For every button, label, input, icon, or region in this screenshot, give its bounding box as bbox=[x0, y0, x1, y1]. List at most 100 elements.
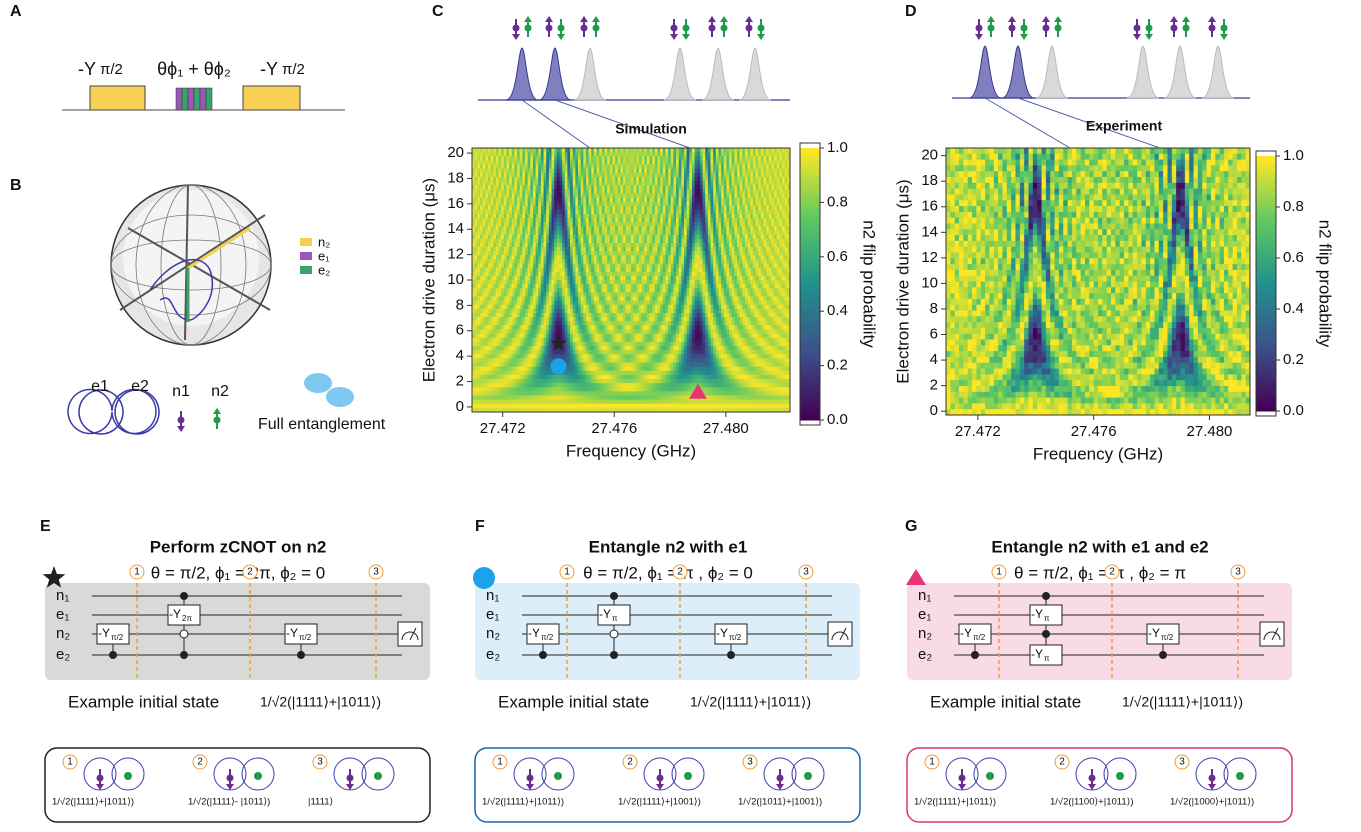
heatmap-cell bbox=[668, 173, 671, 178]
heatmap-cell bbox=[679, 255, 682, 260]
heatmap-cell bbox=[504, 177, 507, 182]
heatmap-cell bbox=[679, 280, 682, 285]
heatmap-cell bbox=[485, 152, 488, 157]
heatmap-cell bbox=[650, 259, 653, 264]
heatmap-cell bbox=[681, 284, 684, 289]
heatmap-cell bbox=[732, 210, 735, 215]
heatmap-cell bbox=[605, 284, 608, 289]
heatmap-cell bbox=[514, 272, 517, 277]
heatmap-cell bbox=[705, 305, 708, 310]
heatmap-cell bbox=[636, 255, 639, 260]
heatmap-cell bbox=[756, 152, 759, 157]
heatmap-cell bbox=[644, 268, 647, 273]
heatmap-cell bbox=[605, 169, 608, 174]
heatmap-cell bbox=[748, 181, 751, 186]
heatmap-cell bbox=[573, 193, 576, 198]
heatmap-cell bbox=[737, 173, 740, 178]
heatmap-cell bbox=[528, 235, 531, 240]
heatmap-cell bbox=[679, 214, 682, 219]
heatmap-cell bbox=[745, 214, 748, 219]
heatmap-cell bbox=[750, 231, 753, 236]
heatmap-cell bbox=[734, 148, 737, 153]
heatmap-cell bbox=[726, 152, 729, 157]
heatmap-cell bbox=[650, 297, 653, 302]
heatmap-cell bbox=[581, 297, 584, 302]
heatmap-cell bbox=[607, 222, 610, 227]
heatmap-cell bbox=[512, 214, 515, 219]
heatmap-cell bbox=[557, 148, 560, 153]
heatmap-cell bbox=[703, 189, 706, 194]
heatmap-cell bbox=[753, 152, 756, 157]
heatmap-cell bbox=[639, 247, 642, 252]
heatmap-cell bbox=[732, 169, 735, 174]
heatmap-cell bbox=[488, 214, 491, 219]
heatmap-cell bbox=[761, 301, 764, 306]
heatmap-cell bbox=[650, 173, 653, 178]
heatmap-cell bbox=[687, 235, 690, 240]
heatmap-cell bbox=[583, 292, 586, 297]
heatmap-cell bbox=[620, 288, 623, 293]
heatmap-cell bbox=[544, 292, 547, 297]
heatmap-cell bbox=[477, 243, 480, 248]
heatmap-cell bbox=[676, 226, 679, 231]
heatmap-cell bbox=[658, 160, 661, 165]
heatmap-cell bbox=[679, 305, 682, 310]
heatmap-cell bbox=[758, 288, 761, 293]
heatmap-cell bbox=[612, 259, 615, 264]
heatmap-cell bbox=[652, 280, 655, 285]
heatmap-cell bbox=[679, 206, 682, 211]
heatmap-cell bbox=[711, 235, 714, 240]
heatmap-cell bbox=[644, 251, 647, 256]
heatmap-cell bbox=[512, 169, 515, 174]
heatmap-cell bbox=[782, 276, 785, 281]
heatmap-cell bbox=[785, 268, 788, 273]
heatmap-cell bbox=[483, 301, 486, 306]
heatmap-cell bbox=[779, 214, 782, 219]
heatmap-cell bbox=[665, 272, 668, 277]
heatmap-cell bbox=[615, 264, 618, 269]
heatmap-cell bbox=[740, 173, 743, 178]
heatmap-cell bbox=[676, 160, 679, 165]
heatmap-cell bbox=[777, 193, 780, 198]
heatmap-cell bbox=[554, 160, 557, 165]
heatmap-cell bbox=[544, 264, 547, 269]
heatmap-cell bbox=[734, 268, 737, 273]
heatmap-cell bbox=[734, 222, 737, 227]
heatmap-cell bbox=[586, 280, 589, 285]
heatmap-cell bbox=[493, 165, 496, 170]
heatmap-cell bbox=[483, 292, 486, 297]
heatmap-cell bbox=[716, 297, 719, 302]
heatmap-cell bbox=[512, 198, 515, 203]
heatmap-cell bbox=[573, 268, 576, 273]
heatmap-cell bbox=[753, 313, 756, 318]
heatmap-cell bbox=[671, 255, 674, 260]
heatmap-cell bbox=[597, 288, 600, 293]
heatmap-cell bbox=[626, 193, 629, 198]
heatmap-cell bbox=[692, 239, 695, 244]
heatmap-cell bbox=[753, 243, 756, 248]
heatmap-cell bbox=[634, 288, 637, 293]
heatmap-cell bbox=[703, 177, 706, 182]
heatmap-cell bbox=[692, 218, 695, 223]
heatmap-cell bbox=[552, 297, 555, 302]
heatmap-cell bbox=[626, 177, 629, 182]
heatmap-cell bbox=[634, 309, 637, 314]
heatmap-cell bbox=[734, 297, 737, 302]
heatmap-cell bbox=[785, 193, 788, 198]
heatmap-cell bbox=[644, 152, 647, 157]
heatmap-cell bbox=[652, 276, 655, 281]
heatmap-cell bbox=[512, 218, 515, 223]
heatmap-cell bbox=[528, 226, 531, 231]
heatmap-cell bbox=[734, 177, 737, 182]
heatmap-cell bbox=[711, 185, 714, 190]
heatmap-cell bbox=[703, 284, 706, 289]
heatmap-cell bbox=[642, 231, 645, 236]
heatmap-cell bbox=[586, 189, 589, 194]
heatmap-cell bbox=[634, 243, 637, 248]
heatmap-cell bbox=[514, 280, 517, 285]
heatmap-cell bbox=[485, 218, 488, 223]
heatmap-cell bbox=[594, 276, 597, 281]
heatmap-cell bbox=[581, 181, 584, 186]
heatmap-cell bbox=[573, 247, 576, 252]
heatmap-cell bbox=[673, 165, 676, 170]
